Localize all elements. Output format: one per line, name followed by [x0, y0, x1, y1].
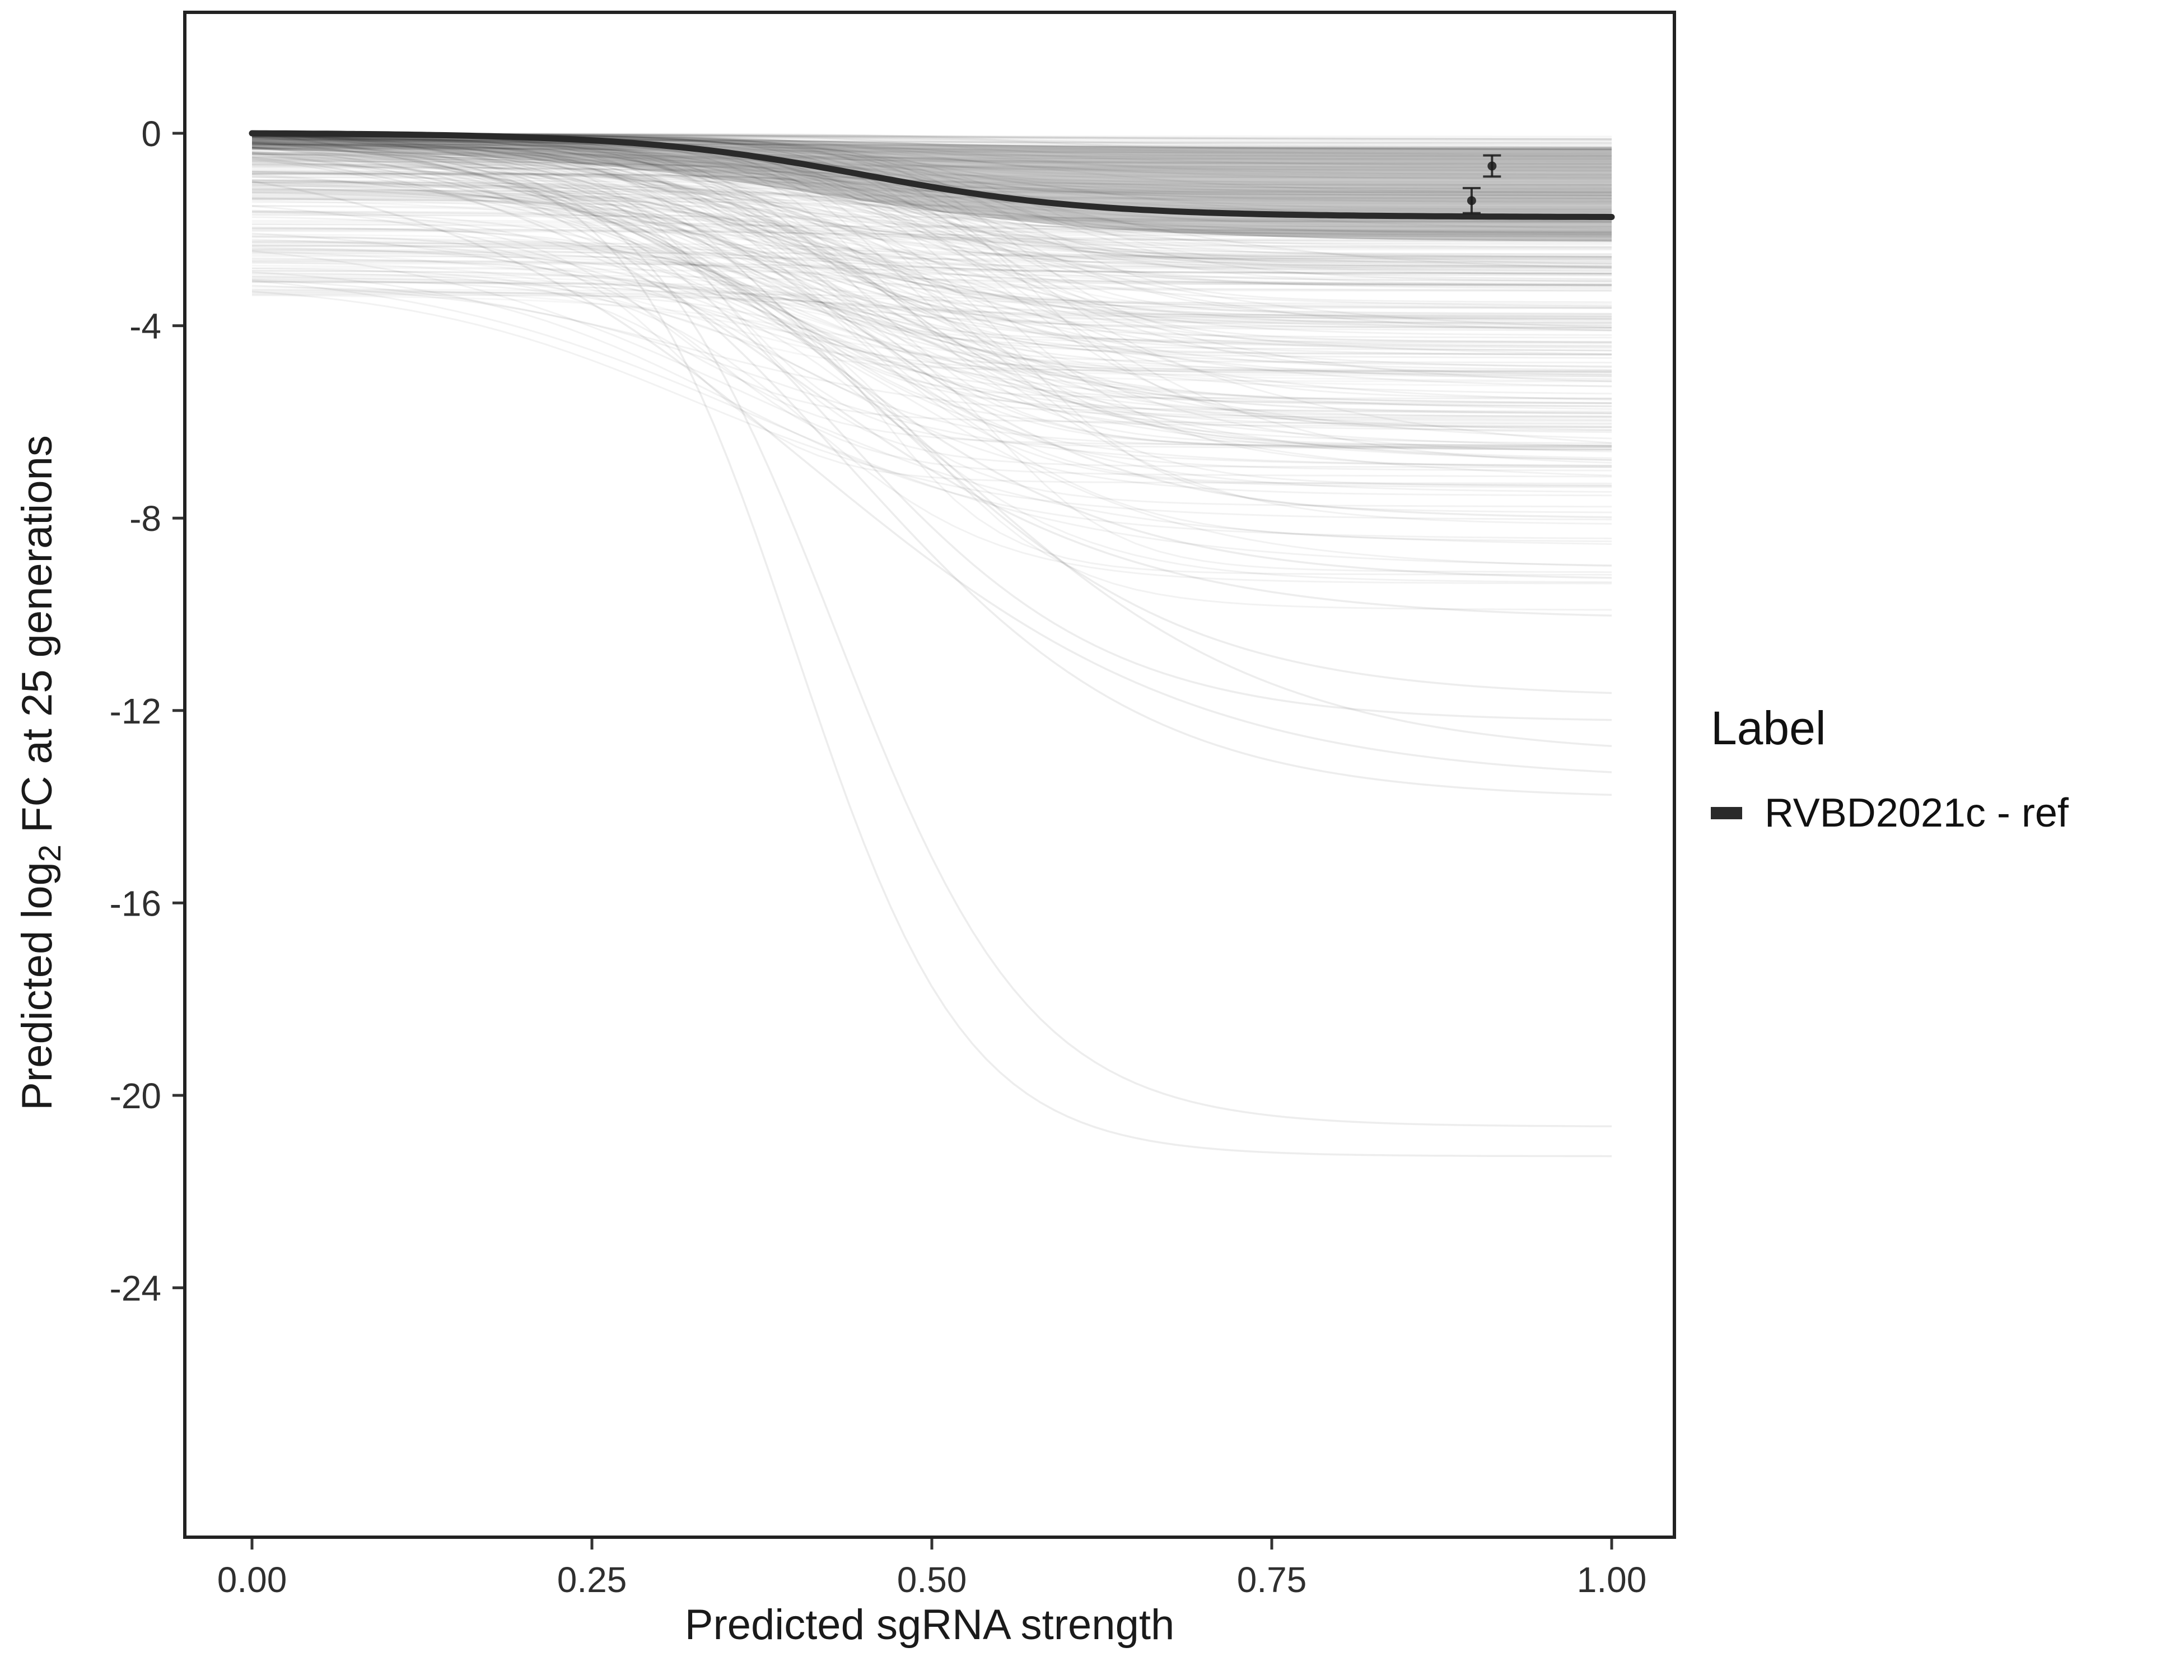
y-tick-label: -20	[110, 1076, 162, 1116]
x-tick-label: 0.00	[217, 1560, 287, 1600]
legend-item: RVBD2021c - ref	[1711, 790, 2069, 836]
y-tick-label: -8	[129, 498, 161, 539]
reference-curve	[249, 130, 1615, 220]
axes: 0 -4 -8 -12 -16 -20 -24 0.00 0.25 0.50 0.75 1.00	[110, 114, 1647, 1600]
background-curves-deep	[251, 142, 1612, 1158]
y-tick-label: -12	[110, 691, 162, 731]
y-axis-title-prefix: Predicted log	[13, 862, 61, 1110]
error-points	[1462, 154, 1501, 214]
x-axis-title: Predicted sgRNA strength	[684, 1601, 1175, 1649]
y-axis-title-sub: 2	[32, 844, 68, 862]
x-tick-label: 0.25	[557, 1560, 627, 1600]
x-tick-label: 1.00	[1577, 1560, 1647, 1600]
y-axis-title: Predicted log2 FC at 25 generations	[13, 435, 68, 1110]
y-tick-label: -24	[110, 1268, 162, 1309]
x-tick-label: 0.50	[897, 1560, 967, 1600]
legend: Label RVBD2021c - ref	[1711, 701, 2069, 836]
panel-border	[183, 11, 1676, 1539]
background-curves-medium	[251, 132, 1612, 611]
error-point-marker	[1467, 196, 1476, 206]
x-tick-label: 0.75	[1237, 1560, 1307, 1600]
legend-line-swatch	[1711, 807, 1742, 819]
y-tick-label: -4	[129, 306, 161, 347]
error-point-marker	[1487, 161, 1497, 171]
legend-title: Label	[1711, 702, 1826, 754]
legend-item-label: RVBD2021c - ref	[1765, 791, 2069, 836]
y-tick-label: 0	[141, 114, 161, 154]
y-tick-label: -16	[110, 883, 162, 923]
curve-layer	[249, 130, 1615, 1158]
y-axis-title-suffix: FC at 25 generations	[13, 435, 61, 845]
